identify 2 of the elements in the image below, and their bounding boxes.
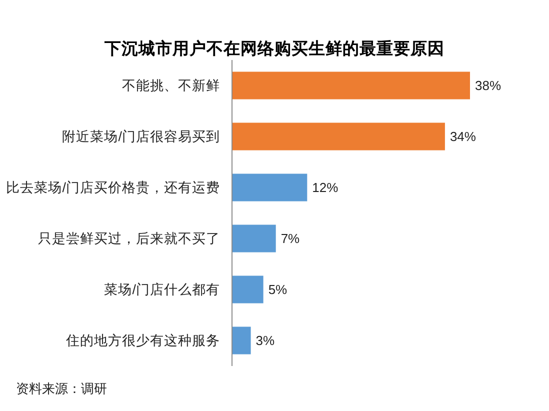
- annotation: 资料来源：调研: [16, 381, 107, 396]
- title: 下沉城市用户不在网络购买生鲜的最重要原因: [104, 40, 444, 58]
